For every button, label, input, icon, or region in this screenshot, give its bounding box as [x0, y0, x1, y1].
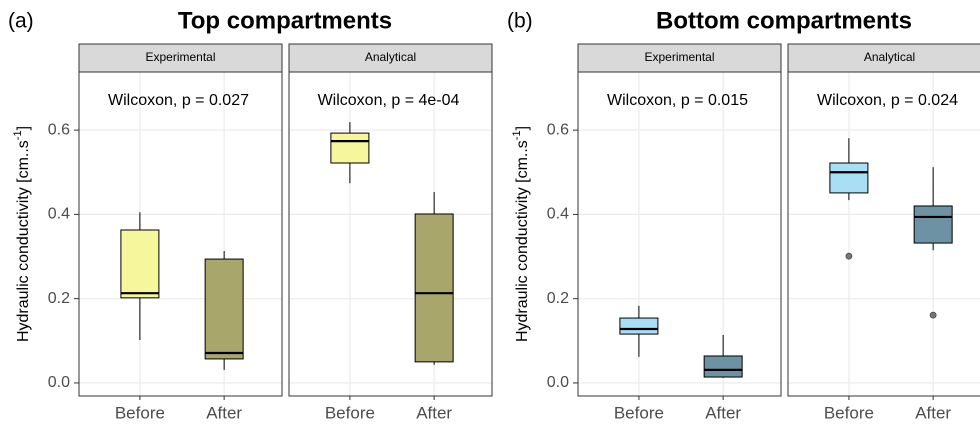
x-tick-label: Before [824, 403, 874, 422]
y-axis-label-part: ] [514, 126, 531, 130]
annotation: Wilcoxon, p = 0.027 [108, 92, 249, 109]
plot-area [79, 72, 282, 396]
strip [288, 43, 493, 73]
strip-label: Analytical [365, 50, 416, 64]
y-tick-label: 0.4 [547, 206, 569, 223]
annotation: Wilcoxon, p = 0.015 [607, 92, 748, 109]
plot-area [578, 72, 781, 396]
x-tick-label: Before [614, 403, 664, 422]
plot-area [289, 72, 492, 396]
box [204, 258, 244, 360]
y-tick-label: 0.4 [48, 206, 70, 223]
panel-label: (b) [507, 10, 533, 33]
strip-label: Experimental [145, 50, 215, 64]
box [913, 205, 953, 244]
y-axis-label-part: Hydraulic conductivity [cm..s [514, 140, 531, 342]
strip [787, 43, 980, 73]
panel-label: (a) [8, 10, 34, 33]
panel-border [787, 71, 980, 397]
x-tick-label: Before [325, 403, 375, 422]
box [120, 229, 160, 299]
box [330, 132, 370, 164]
annotation: Wilcoxon, p = 4e-04 [318, 92, 460, 109]
outlier [845, 252, 853, 260]
y-tick-label: 0.0 [48, 374, 70, 391]
box [829, 162, 869, 194]
chart-title: Bottom compartments [656, 7, 912, 34]
panel: (b) Bottom compartments Hydraulic conducti… [507, 7, 980, 422]
strip-label: Analytical [864, 50, 915, 64]
x-tick-label: After [705, 403, 741, 422]
y-axis-label-part: ] [15, 126, 32, 130]
annotation: Wilcoxon, p = 0.024 [817, 92, 958, 109]
box [414, 213, 454, 363]
y-tick-label: 0.6 [48, 121, 70, 138]
box [703, 355, 743, 378]
x-tick-label: Before [115, 403, 165, 422]
box [619, 317, 659, 335]
panel: (a) Top compartments Hydraulic conductivit… [8, 7, 493, 422]
x-tick-label: After [416, 403, 452, 422]
y-tick-label: 0.6 [547, 121, 569, 138]
strip-label: Experimental [644, 50, 714, 64]
x-tick-label: After [206, 403, 242, 422]
y-axis-label-part: Hydraulic conductivity [cm..s [15, 140, 32, 342]
strip [78, 43, 283, 73]
panel-border [288, 71, 493, 397]
strip [577, 43, 782, 73]
y-tick-label: 0.2 [48, 290, 70, 307]
y-tick-label: 0.0 [547, 374, 569, 391]
y-tick-label: 0.2 [547, 290, 569, 307]
y-axis-label-part: -1 [12, 130, 24, 140]
outlier [929, 311, 937, 319]
panel-border [78, 71, 283, 397]
x-tick-label: After [915, 403, 951, 422]
y-axis-label: Hydraulic conductivity [cm..s-1] [511, 126, 531, 342]
panel-border [577, 71, 782, 397]
y-axis-label-part: -1 [511, 130, 523, 140]
chart-title: Top compartments [178, 7, 392, 34]
y-axis-label: Hydraulic conductivity [cm..s-1] [12, 126, 32, 342]
